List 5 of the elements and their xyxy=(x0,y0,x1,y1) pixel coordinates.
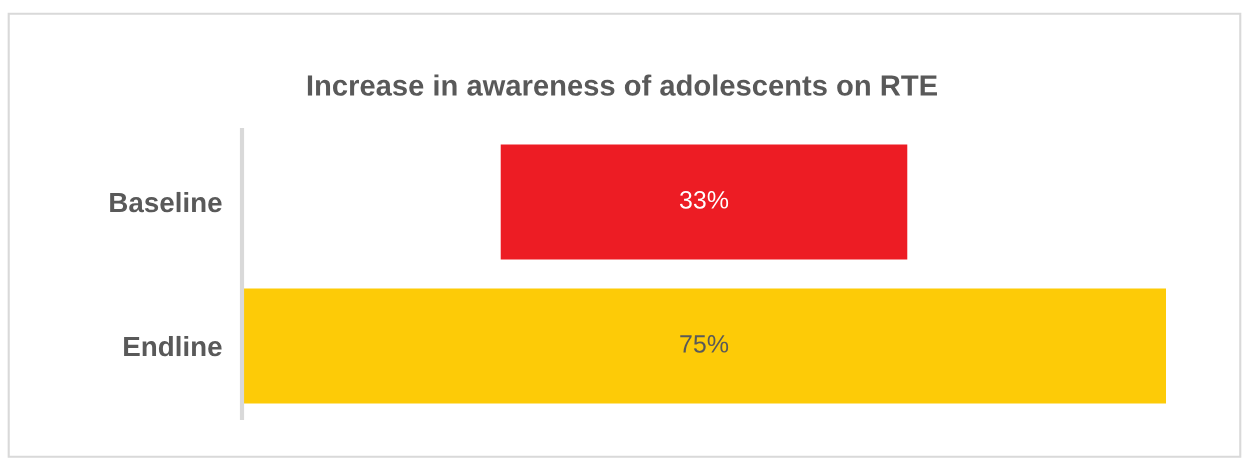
category-label: Baseline xyxy=(110,191,222,213)
data-label: 75% xyxy=(680,335,729,353)
category-label: Endline xyxy=(124,335,222,357)
text: Increase in awareness of adolescents on RTE xyxy=(307,74,937,96)
data-label: 33% xyxy=(679,191,729,209)
